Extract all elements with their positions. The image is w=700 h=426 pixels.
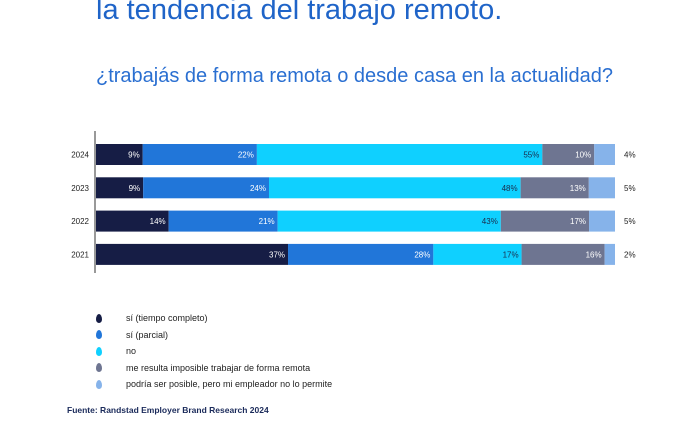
bar-segment xyxy=(142,144,257,165)
legend-item: me resulta imposible trabajar de forma r… xyxy=(96,360,332,377)
data-label: 17% xyxy=(570,217,586,226)
data-label: 13% xyxy=(570,184,586,193)
data-label: 4% xyxy=(624,151,636,160)
data-label: 9% xyxy=(128,151,140,160)
legend-marker-icon xyxy=(96,330,102,340)
legend-item: no xyxy=(96,343,332,360)
bar-segment xyxy=(168,210,278,232)
page-title: la tendencia del trabajo remoto. xyxy=(96,0,503,26)
data-label: 5% xyxy=(624,184,636,193)
legend-marker-icon xyxy=(96,363,102,373)
data-label: 17% xyxy=(503,250,519,259)
data-label: 37% xyxy=(269,250,285,259)
bar-segment xyxy=(594,144,615,165)
legend-marker-icon xyxy=(96,346,102,356)
data-label: 9% xyxy=(129,184,141,193)
bar-segment xyxy=(96,210,169,232)
bar-segment xyxy=(288,243,434,265)
chart-legend: sí (tiempo completo) sí (parcial) no me res… xyxy=(96,310,332,393)
source-note: Fuente: Randstad Employer Brand Research… xyxy=(67,405,269,415)
data-label: 10% xyxy=(575,151,591,160)
bar-segment xyxy=(96,144,143,165)
bar-segment xyxy=(433,243,522,265)
bar-segment xyxy=(500,210,590,232)
data-label: 22% xyxy=(238,151,254,160)
legend-label: no xyxy=(126,346,137,357)
bar-segment xyxy=(269,177,521,199)
bar-segment xyxy=(256,144,543,165)
data-label: 5% xyxy=(624,217,636,226)
legend-marker-icon xyxy=(96,313,102,323)
bar-segment xyxy=(604,243,615,265)
bar-segment xyxy=(589,210,615,232)
data-label: 24% xyxy=(250,184,266,193)
bar-segment xyxy=(96,243,289,265)
legend-label: sí (parcial) xyxy=(126,329,169,340)
bar-segment xyxy=(520,177,589,199)
data-label: 2% xyxy=(624,250,636,259)
category-label: 2021 xyxy=(71,250,89,259)
bar-segment xyxy=(143,177,269,199)
bar-segment xyxy=(542,144,595,165)
data-label: 16% xyxy=(586,250,602,259)
category-label: 2023 xyxy=(71,184,89,193)
data-label: 48% xyxy=(502,184,518,193)
data-label: 14% xyxy=(150,217,166,226)
data-label: 28% xyxy=(414,250,430,259)
legend-item: sí (parcial) xyxy=(96,327,332,344)
chart-subtitle: ¿trabajás de forma remota o desde casa e… xyxy=(96,65,613,87)
data-label: 43% xyxy=(482,217,498,226)
legend-label: sí (tiempo completo) xyxy=(126,313,208,324)
category-label: 2024 xyxy=(71,151,89,160)
legend-item: podría ser posible, pero mi empleador no… xyxy=(96,376,332,393)
bar-segment xyxy=(96,177,144,199)
legend-label: podría ser posible, pero mi empleador no… xyxy=(126,379,333,390)
legend-item: sí (tiempo completo) xyxy=(96,310,332,327)
stacked-bar-chart: 2024 9% 22% 55% 10% 4% 2023 9% 24% 48% 13% 5% 2022 14… xyxy=(71,131,636,273)
data-label: 55% xyxy=(523,151,539,160)
bar-segment xyxy=(277,210,501,232)
legend-marker-icon xyxy=(96,379,102,389)
bar-segment xyxy=(521,243,605,265)
bar-segment xyxy=(588,177,615,199)
data-label: 21% xyxy=(259,217,275,226)
category-label: 2022 xyxy=(71,217,89,226)
legend-label: me resulta imposible trabajar de forma r… xyxy=(126,362,311,373)
